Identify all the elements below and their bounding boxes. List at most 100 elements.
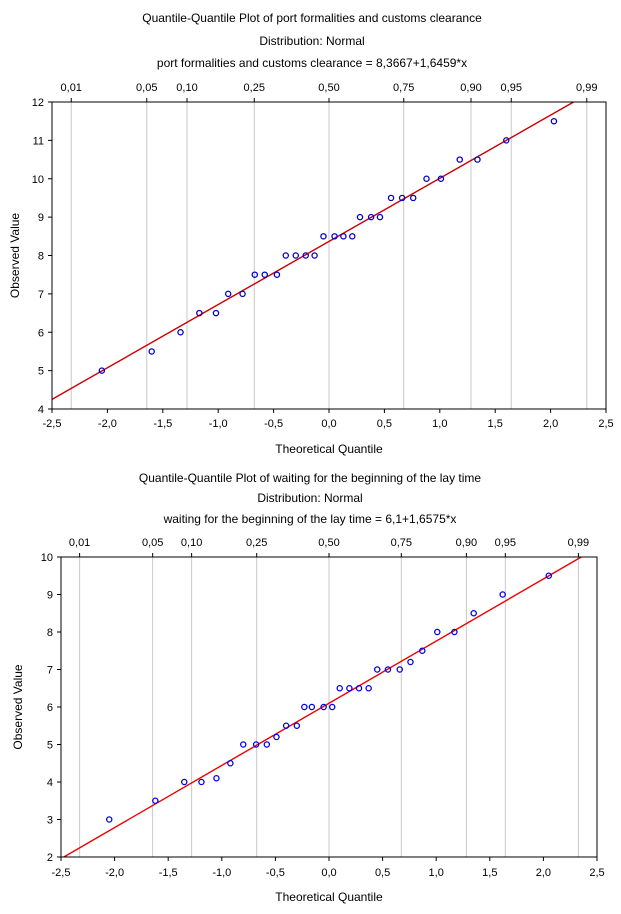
x-tick-label: -1,0 — [212, 867, 231, 879]
x-tick-label: 1,5 — [482, 867, 497, 879]
fit-equation: waiting for the beginning of the lay tim… — [163, 512, 457, 526]
x-tick-label: 0,0 — [321, 418, 336, 430]
y-tick-label: 9 — [38, 212, 44, 224]
data-point — [273, 733, 280, 741]
top-tick-label: 0,01 — [69, 537, 90, 549]
x-tick-label: 2,0 — [543, 418, 558, 430]
data-point — [239, 290, 246, 298]
data-point — [181, 778, 188, 786]
data-point — [331, 233, 338, 240]
chart-subtitle: Distribution: Normal — [257, 491, 362, 505]
data-point — [261, 271, 268, 278]
data-point — [293, 722, 301, 730]
top-tick-label: 0,99 — [576, 82, 597, 94]
y-axis-label: Observed Value — [8, 213, 22, 298]
x-tick-label: 2,0 — [536, 867, 551, 879]
y-tick-label: 7 — [38, 289, 44, 301]
x-tick-label: 2,5 — [598, 418, 613, 430]
data-point — [407, 658, 414, 666]
y-axis-label: Observed Value — [11, 664, 25, 749]
y-tick-label: 6 — [38, 327, 44, 339]
data-point — [273, 271, 281, 278]
data-point — [282, 722, 290, 730]
top-tick-label: 0,50 — [318, 82, 339, 94]
data-point — [384, 666, 392, 673]
data-point — [409, 194, 417, 202]
data-point — [470, 610, 477, 617]
top-tick-label: 0,99 — [568, 537, 589, 549]
y-tick-label: 4 — [38, 404, 44, 416]
data-point — [282, 252, 290, 259]
top-tick-label: 0,05 — [142, 537, 163, 549]
x-tick-label: -2,5 — [43, 418, 62, 430]
data-point — [320, 233, 327, 240]
y-tick-label: 2 — [47, 852, 53, 864]
x-axis-ticks: -2,5 -2,0 -1,5 -1,0 -0,5 0,0 0,5 1,0 1,5 2,0 2,5 — [52, 857, 605, 879]
data-point — [396, 666, 404, 673]
data-point — [239, 741, 247, 748]
data-point — [227, 760, 234, 767]
y-tick-label: 10 — [32, 174, 44, 186]
data-point — [263, 741, 271, 748]
top-tick-label: 0,25 — [244, 82, 265, 94]
x-tick-label: -2,0 — [98, 418, 117, 430]
fit-equation: port formalities and customs clearance =… — [157, 56, 467, 70]
data-point — [355, 685, 363, 692]
y-tick-label: 12 — [32, 97, 44, 109]
data-point — [423, 175, 430, 182]
x-tick-label: -1,5 — [159, 867, 178, 879]
y-tick-label: 4 — [47, 777, 53, 789]
y-tick-label: 9 — [47, 590, 53, 602]
x-tick-label: -1,0 — [209, 418, 228, 430]
x-tick-label: 2,5 — [589, 867, 604, 879]
y-tick-label: 7 — [47, 665, 53, 677]
top-tick-label: 0,75 — [391, 537, 412, 549]
x-tick-label: 1,5 — [488, 418, 503, 430]
data-point — [301, 703, 308, 711]
y-tick-label: 6 — [47, 702, 53, 714]
data-point — [311, 252, 318, 259]
top-tick-label: 0,95 — [501, 82, 522, 94]
data-point — [474, 156, 481, 163]
data-point — [434, 628, 441, 636]
data-point — [349, 233, 356, 240]
quantile-gridlines — [70, 102, 588, 409]
data-point — [545, 572, 553, 580]
y-tick-label: 8 — [38, 251, 44, 263]
data-point — [340, 233, 347, 240]
data-point — [398, 194, 406, 202]
data-points — [98, 117, 558, 374]
chart-title: Quantile-Quantile Plot of port formaliti… — [142, 11, 482, 25]
y-tick-label: 8 — [47, 627, 53, 639]
chart-title: Quantile-Quantile Plot of waiting for th… — [139, 471, 482, 485]
chart-subtitle: Distribution: Normal — [259, 34, 364, 48]
x-tick-label: -0,5 — [266, 867, 285, 879]
data-point — [292, 252, 300, 259]
data-point — [224, 290, 232, 298]
top-tick-label: 0,50 — [318, 537, 339, 549]
data-point — [148, 348, 155, 355]
data-point — [419, 647, 426, 655]
x-tick-label: 0,0 — [321, 867, 336, 879]
data-point — [451, 628, 458, 636]
data-point — [198, 778, 205, 786]
x-tick-label: -0,5 — [264, 418, 283, 430]
top-tick-label: 0,90 — [460, 82, 481, 94]
data-point — [252, 741, 260, 748]
x-tick-label: -2,0 — [105, 867, 124, 879]
y-tick-label: 5 — [38, 366, 44, 378]
top-tick-label: 0,90 — [456, 537, 477, 549]
data-point — [308, 703, 316, 711]
data-point — [212, 309, 220, 317]
top-tick-label: 0,01 — [61, 82, 82, 94]
qq-chart-port-formalities: Quantile-Quantile Plot of port formaliti… — [8, 11, 614, 456]
y-tick-label: 3 — [47, 815, 53, 827]
x-tick-label: 1,0 — [432, 418, 447, 430]
fit-line — [51, 101, 574, 400]
data-point — [302, 252, 309, 259]
top-tick-label: 0,05 — [136, 82, 157, 94]
top-quantile-axis: 0,01 0,05 0,10 0,25 0,50 0,75 0,90 0,95 0,99 — [69, 537, 589, 557]
data-point — [177, 328, 184, 336]
data-point — [503, 137, 510, 144]
